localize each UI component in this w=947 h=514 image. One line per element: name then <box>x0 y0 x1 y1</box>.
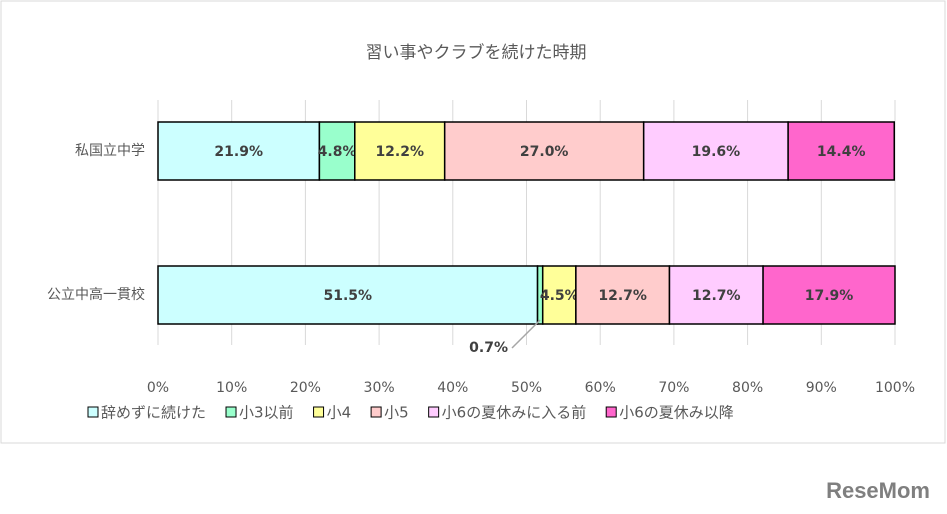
legend-label: 小3以前 <box>239 404 294 422</box>
value-label: 27.0% <box>520 144 569 160</box>
legend-label: 小5 <box>384 404 409 422</box>
x-tick-label: 20% <box>290 380 321 396</box>
x-tick-label: 50% <box>511 380 542 396</box>
chart-frame <box>0 0 946 444</box>
x-tick-label: 100% <box>875 380 915 396</box>
legend-swatch <box>313 406 325 418</box>
bar-segment <box>575 265 671 325</box>
legend-label: 辞めずに続けた <box>101 404 206 422</box>
leader-line <box>511 319 541 349</box>
value-label: 0.7% <box>469 340 508 356</box>
x-tick-label: 80% <box>732 380 763 396</box>
x-tick-label: 40% <box>437 380 468 396</box>
legend-label: 小6の夏休みに入る前 <box>442 404 587 422</box>
x-tick-label: 60% <box>585 380 616 396</box>
value-label: 21.9% <box>214 144 263 160</box>
value-label: 4.8% <box>318 144 357 160</box>
legend-label: 小4 <box>327 404 352 422</box>
value-label: 19.6% <box>692 144 741 160</box>
legend-swatch <box>605 406 617 418</box>
watermark: ReseMom <box>826 478 930 503</box>
legend-swatch <box>428 406 440 418</box>
chart-title: 習い事やクラブを続けた時期 <box>366 42 587 63</box>
bar-segment <box>318 121 356 181</box>
legend-swatch <box>87 406 99 418</box>
legend-swatch <box>370 406 382 418</box>
value-label: 12.7% <box>598 288 647 304</box>
value-label: 12.7% <box>692 288 741 304</box>
bar-segment <box>787 121 896 181</box>
y-tick-label: 私国立中学 <box>75 143 145 159</box>
x-tick-label: 70% <box>658 380 689 396</box>
x-tick-label: 30% <box>364 380 395 396</box>
bar-segment <box>642 121 789 181</box>
x-tick-label: 90% <box>806 380 837 396</box>
value-label: 12.2% <box>375 144 424 160</box>
x-tick-label: 0% <box>147 380 169 396</box>
legend-swatch <box>225 406 237 418</box>
value-label: 4.5% <box>540 288 579 304</box>
value-label: 14.4% <box>817 144 866 160</box>
bar-segment <box>157 265 539 325</box>
bar-segment <box>157 121 321 181</box>
y-tick-label: 公立中高一貫校 <box>47 286 145 303</box>
value-label: 17.9% <box>805 288 854 304</box>
bar-segment <box>443 121 645 181</box>
x-tick-label: 10% <box>216 380 247 396</box>
legend-label: 小6の夏休み以降 <box>619 404 734 422</box>
bar-segment <box>762 265 896 325</box>
value-label: 51.5% <box>323 288 372 304</box>
